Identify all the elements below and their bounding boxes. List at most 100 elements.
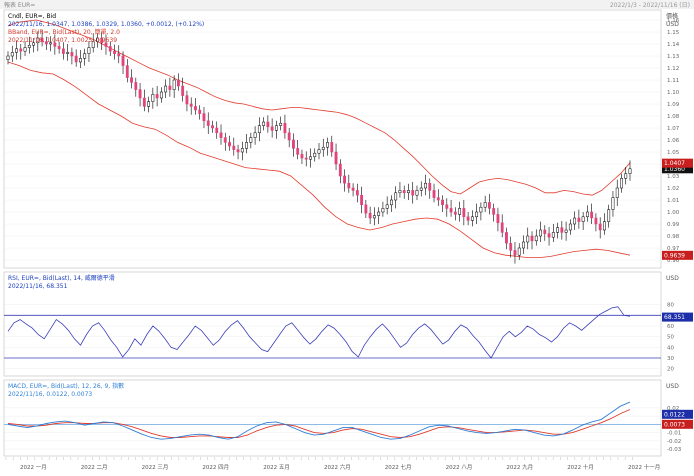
candle [194, 98, 197, 115]
candle [394, 186, 398, 209]
candle-body [211, 125, 214, 129]
candle-body [607, 209, 611, 222]
price-tick-label: 1.14 [667, 42, 680, 48]
candle-body [219, 132, 223, 138]
candle-body [594, 217, 598, 225]
candle-body [585, 211, 589, 218]
candle-body [453, 211, 457, 215]
candle-body [624, 173, 628, 179]
price-badge: 1.0360 [664, 166, 685, 173]
candle [159, 87, 163, 103]
candle [470, 210, 474, 227]
candle [415, 185, 419, 200]
candle-body [547, 233, 551, 238]
candle-body [424, 182, 427, 189]
candle-body [466, 216, 470, 221]
candle [326, 137, 329, 156]
candle-body [483, 202, 487, 208]
candle [108, 41, 112, 56]
candle-body [142, 97, 146, 107]
signal-badge: 0.0073 [664, 421, 685, 428]
candle-body [603, 221, 606, 231]
candle-body [326, 142, 329, 148]
main-legend-line3: BBand, EUR=, Bid(Last), 20, 簡單, 2.0 [8, 28, 120, 36]
candle [547, 227, 551, 246]
candle [615, 179, 619, 206]
candle-body [100, 37, 104, 44]
candle [245, 134, 248, 154]
candle-body [462, 208, 466, 218]
candle-body [470, 216, 474, 221]
price-tick-label: 0.98 [667, 234, 680, 240]
candle-body [564, 229, 568, 233]
x-tick-label: 2022 四月 [202, 464, 229, 471]
candle [590, 203, 594, 224]
candle [202, 107, 206, 128]
main-grid: 1.16 1.15 1.14 1.13 1.12 1.11 1.10 1.09 1.08 1.07… [4, 18, 680, 264]
candle-body [155, 94, 159, 99]
candle [304, 151, 308, 167]
candle-body [6, 55, 10, 60]
x-tick-label: 2022 一月 [20, 464, 47, 471]
candle-body [509, 242, 513, 251]
candle [79, 50, 82, 68]
upper-badge-bg [662, 158, 693, 168]
candle [228, 135, 231, 151]
candle [585, 205, 589, 222]
price-tick-label: 1.08 [667, 114, 680, 120]
candle [573, 211, 577, 230]
candle [492, 203, 496, 222]
candle-body [138, 89, 142, 99]
candle [138, 83, 142, 107]
candle [300, 149, 304, 164]
value-badges: 1.0360 1.0407 0.9639 68.351 0.0122 0.007… [662, 158, 693, 429]
candle [534, 229, 538, 246]
candle-body [338, 163, 342, 177]
candle [500, 214, 504, 238]
candle [424, 174, 427, 196]
candle-body [194, 106, 197, 111]
candle [458, 201, 462, 222]
candle [142, 89, 146, 112]
bband-upper-layer [7, 19, 631, 196]
rsi-tick-label: 60 [667, 324, 674, 330]
macd-lines-layer [7, 401, 631, 440]
candle-body [364, 204, 368, 214]
candle [543, 225, 547, 241]
candle [70, 47, 74, 65]
candle [236, 144, 240, 160]
candle-body [419, 187, 423, 191]
candle-body [44, 41, 48, 45]
main-legend-line4: 2022/11/16, 1.0407, 1.0025, 0.9639 [8, 37, 117, 44]
candle-body [202, 113, 206, 122]
rsi-line [7, 306, 631, 359]
rsi-tick-label: 40 [667, 345, 674, 351]
candle [603, 213, 606, 235]
candle-body [266, 121, 270, 128]
candle-body [526, 235, 530, 243]
x-tick-label: 2022 三月 [142, 464, 169, 471]
candle [509, 236, 513, 258]
candle [330, 135, 334, 157]
price-tick-label: 1.05 [667, 150, 680, 156]
candles-layer [6, 29, 632, 264]
candle-body [245, 142, 248, 149]
candle-body [615, 187, 619, 198]
candle-body [40, 37, 44, 42]
candle-body [445, 204, 449, 209]
candle-body [236, 149, 240, 153]
candle [117, 45, 121, 64]
price-tick-label: 1.09 [667, 102, 680, 108]
price-tick-label: 0.96 [667, 258, 680, 264]
candle [219, 124, 223, 145]
x-tick-label: 2022 二月 [81, 464, 108, 471]
candle [266, 115, 270, 133]
candle [96, 33, 99, 48]
candle [568, 219, 572, 235]
candle-body [496, 214, 500, 224]
price-tick-label: 1.13 [667, 54, 680, 60]
candle-body [104, 42, 108, 47]
bband-lower-layer [7, 61, 631, 259]
candle [223, 132, 227, 151]
candle [257, 117, 261, 142]
